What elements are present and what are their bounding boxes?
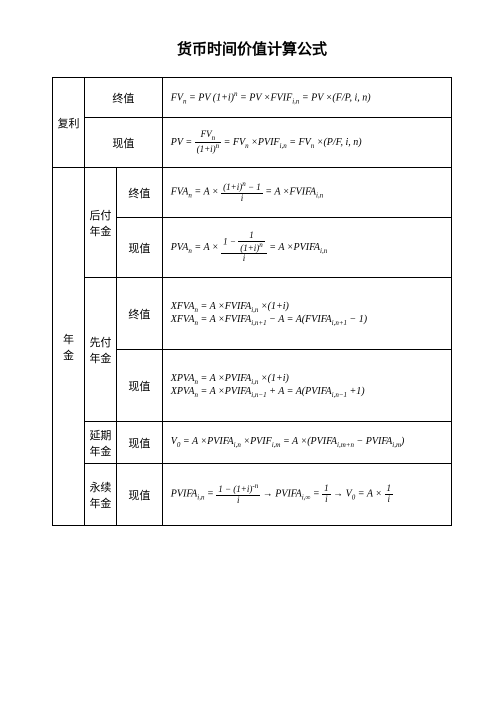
cell-xianzhi-2: 现值 [116,218,162,278]
cell-yongxu: 永续年金 [84,464,116,526]
cell-xianfu: 先付年金 [84,278,116,422]
cell-xianzhi-4: 现值 [116,422,162,464]
formula-1: FVn = PV (1+i)n = PV ×FVIFi,n = PV ×(F/P… [162,78,451,118]
formula-7: V0 = A ×PVIFAi,n ×PVIFi,m = A ×(PVIFAi,m… [162,422,451,464]
cell-houfu: 后付年金 [84,168,116,278]
formula-8: PVIFAi,n = 1 − (1+i)-ni → PVIFAi,∞ = 1i … [162,464,451,526]
page-title: 货币时间价值计算公式 [52,38,452,59]
formula-5: XFVAn = A ×FVIFAi,n ×(1+i)XFVAn = A ×FVI… [162,278,451,350]
cell-nianjin: 年 金 [53,168,85,526]
formula-6: XPVAn = A ×PVIFAi,n ×(1+i)XPVAn = A ×PVI… [162,350,451,422]
cell-zhongzhi: 终值 [84,78,162,118]
formula-3: FVAn = A × (1+i)n − 1i = A ×FVIFAi,n [162,168,451,218]
cell-fuli: 复利 [53,78,85,168]
cell-xianzhi-5: 现值 [116,464,162,526]
formula-table: 复利 终值 FVn = PV (1+i)n = PV ×FVIFi,n = PV… [52,77,452,526]
formula-2: PV = FVn(1+i)n = FVn ×PVIFi,n = FVn ×(P/… [162,118,451,168]
cell-zhongzhi-3: 终值 [116,278,162,350]
formula-4: PVAn = A × 1 − 1(1+i)ni = A ×PVIFAi,n [162,218,451,278]
cell-yanqi: 延期年金 [84,422,116,464]
cell-zhongzhi-2: 终值 [116,168,162,218]
cell-xianzhi-3: 现值 [116,350,162,422]
cell-xianzhi-1: 现值 [84,118,162,168]
